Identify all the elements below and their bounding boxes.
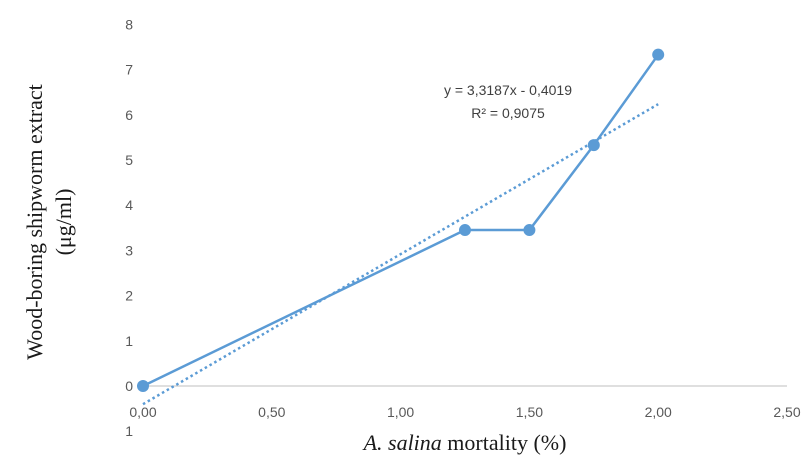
- data-point: [137, 380, 149, 392]
- data-points: [137, 48, 665, 392]
- trendline-r-squared: R² = 0,9075: [471, 105, 545, 121]
- trendline: [142, 103, 659, 406]
- y-tick-label: 1: [125, 333, 133, 349]
- y-tick-label: 4: [125, 197, 133, 213]
- x-tick-label: 0,00: [129, 404, 156, 420]
- x-axis-title-italic: A. salina: [362, 430, 442, 455]
- y-tick-labels: 1 0 1 2 3 4 5 6 7 8: [125, 16, 133, 439]
- x-tick-labels: 0,00 0,50 1,00 1,50 2,00 2,50: [129, 404, 800, 420]
- x-axis-title-rest: mortality (%): [442, 430, 567, 455]
- x-tick-label: 0,50: [258, 404, 285, 420]
- x-tick-label: 1,00: [387, 404, 414, 420]
- y-tick-label: 1: [125, 423, 133, 439]
- x-tick-label: 2,00: [645, 404, 672, 420]
- y-tick-label: 2: [125, 288, 133, 304]
- y-tick-label: 0: [125, 378, 133, 394]
- data-point: [459, 224, 471, 237]
- y-tick-label: 5: [125, 152, 133, 168]
- x-tick-label: 1,50: [516, 404, 543, 420]
- data-point: [587, 139, 600, 152]
- y-tick-label: 8: [125, 16, 133, 32]
- x-axis-title: A. salina mortality (%): [362, 430, 567, 455]
- y-tick-label: 7: [125, 62, 133, 78]
- series-line: [142, 53, 660, 388]
- trendline-equation: y = 3,3187x - 0,4019: [444, 82, 572, 98]
- y-tick-label: 6: [125, 107, 133, 123]
- y-axis-title-line1: Wood-boring shipworm extract: [22, 84, 47, 360]
- y-axis-title-line2: (μg/ml): [51, 189, 76, 256]
- data-point: [652, 48, 665, 61]
- y-tick-label: 3: [125, 242, 133, 258]
- x-tick-label: 2,50: [773, 404, 800, 420]
- data-point: [523, 224, 536, 237]
